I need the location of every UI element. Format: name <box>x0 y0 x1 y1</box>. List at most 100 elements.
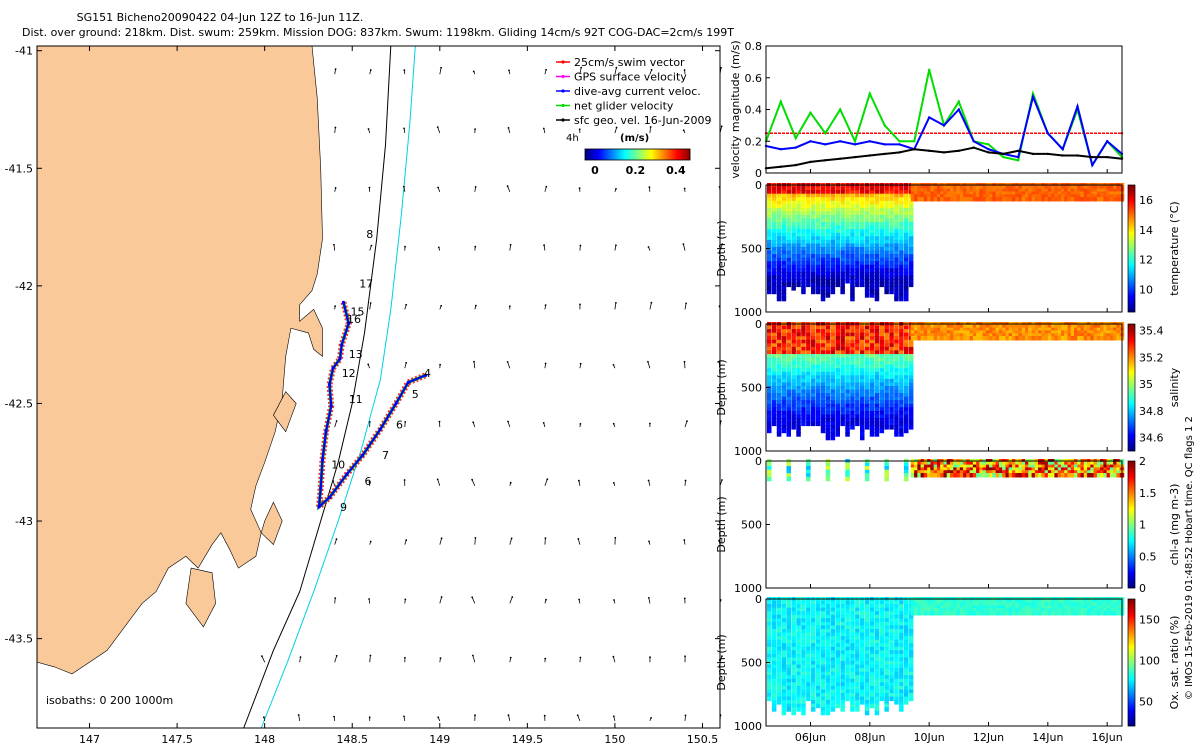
velocity-arrowhead <box>510 244 512 246</box>
velocity-arrowhead <box>333 244 335 246</box>
section-y-tick-label: 0 <box>755 318 762 331</box>
section-cell <box>791 711 796 716</box>
section-cell <box>787 707 792 712</box>
map-x-tick-label: 150.5 <box>687 733 719 746</box>
section-cell <box>806 697 811 702</box>
velocity-point <box>987 151 989 153</box>
section-cell <box>875 432 880 437</box>
track-point <box>319 487 322 490</box>
velocity-arrowhead <box>368 128 370 130</box>
velocity-point <box>780 166 782 168</box>
track-point <box>342 301 345 304</box>
section-cell <box>855 422 860 427</box>
section-cell <box>816 290 821 295</box>
section-cell <box>909 425 914 430</box>
section-colorbar-tick-label: 34.8 <box>1139 405 1164 418</box>
section-cell <box>801 711 806 716</box>
velocity-arrowhead <box>475 537 477 539</box>
velocity-point <box>1017 156 1019 158</box>
day-label: 9 <box>340 501 347 514</box>
map-y-tick-label: -41 <box>15 45 33 58</box>
velocity-point <box>1017 159 1019 161</box>
velocity-arrowhead <box>438 247 440 249</box>
velocity-arrowhead <box>369 716 371 718</box>
velocity-arrowhead <box>615 302 617 304</box>
map-x-tick-label: 149 <box>429 733 450 746</box>
velocity-point <box>898 143 900 145</box>
velocity-point <box>1017 150 1019 152</box>
section-cell <box>894 297 899 302</box>
day-label: 15 <box>351 306 365 319</box>
section-colorbar-tick-label: 34.6 <box>1139 432 1164 445</box>
legend-item-label: dive-avg current veloc. <box>574 85 701 98</box>
section-background <box>766 461 1122 588</box>
section-cell <box>899 432 904 437</box>
legend-marker <box>561 75 564 78</box>
section-cell <box>855 283 860 288</box>
section-cell <box>904 297 909 302</box>
velocity-point <box>1032 96 1034 98</box>
velocity-arrowhead <box>332 480 334 482</box>
velocity-point <box>884 143 886 145</box>
section-colorbar-tick-label: 16 <box>1139 194 1153 207</box>
velocity-arrowhead <box>403 186 405 188</box>
section-cell <box>772 290 777 295</box>
velocity-arrowhead <box>369 187 371 189</box>
track-point <box>338 357 341 360</box>
velocity-point <box>839 108 841 110</box>
velocity-arrowhead <box>298 714 300 716</box>
velocity-arrowhead <box>648 541 650 543</box>
section-cell <box>860 283 865 288</box>
velocity-arrowhead <box>685 303 687 305</box>
section-cell <box>865 293 870 298</box>
track-point <box>328 383 331 386</box>
velocity-point <box>1076 105 1078 107</box>
velocity-arrowhead <box>545 304 547 306</box>
section-cell <box>845 477 850 482</box>
velocity-point <box>795 137 797 139</box>
velocity-background <box>766 46 1122 173</box>
velocity-arrowhead <box>370 541 372 543</box>
section-cell <box>889 697 894 702</box>
velocity-arrowhead <box>545 69 547 71</box>
section-cell <box>875 711 880 716</box>
section-cell <box>894 700 899 705</box>
velocity-point <box>824 132 826 134</box>
section-cell <box>787 283 792 288</box>
section-colorbar-tick-label: 1 <box>1139 519 1146 532</box>
section-cell <box>811 422 816 427</box>
velocity-arrowhead <box>507 361 509 363</box>
section-cell <box>782 297 787 302</box>
velocity-arrowhead <box>370 302 372 304</box>
section-cell <box>845 279 850 284</box>
day-label: 7 <box>382 449 389 462</box>
section-cell <box>816 704 821 709</box>
velocity-arrowhead <box>261 655 263 657</box>
velocity-point <box>869 92 871 94</box>
section-cell <box>889 290 894 295</box>
velocity-point <box>958 108 960 110</box>
velocity-point <box>1002 153 1004 155</box>
velocity-arrowhead <box>543 422 545 424</box>
section-cell <box>865 711 870 716</box>
section-cell <box>796 283 801 288</box>
section-cell <box>806 477 811 482</box>
velocity-arrowhead <box>336 655 338 657</box>
velocity-arrowhead <box>684 188 686 190</box>
track-point <box>331 367 334 370</box>
velocity-arrowhead <box>721 125 723 127</box>
section-cell <box>865 425 870 430</box>
section-cell <box>767 290 772 295</box>
section-y-axis-label: Depth (m) <box>715 359 728 415</box>
section-cell <box>894 432 899 437</box>
velocity-arrowhead <box>545 599 547 601</box>
velocity-point <box>973 140 975 142</box>
map-y-tick-label: -43.5 <box>5 633 33 646</box>
velocity-arrowhead <box>369 421 371 423</box>
section-cell <box>772 422 777 427</box>
velocity-arrowhead <box>437 716 439 718</box>
velocity-arrowhead <box>546 478 548 480</box>
